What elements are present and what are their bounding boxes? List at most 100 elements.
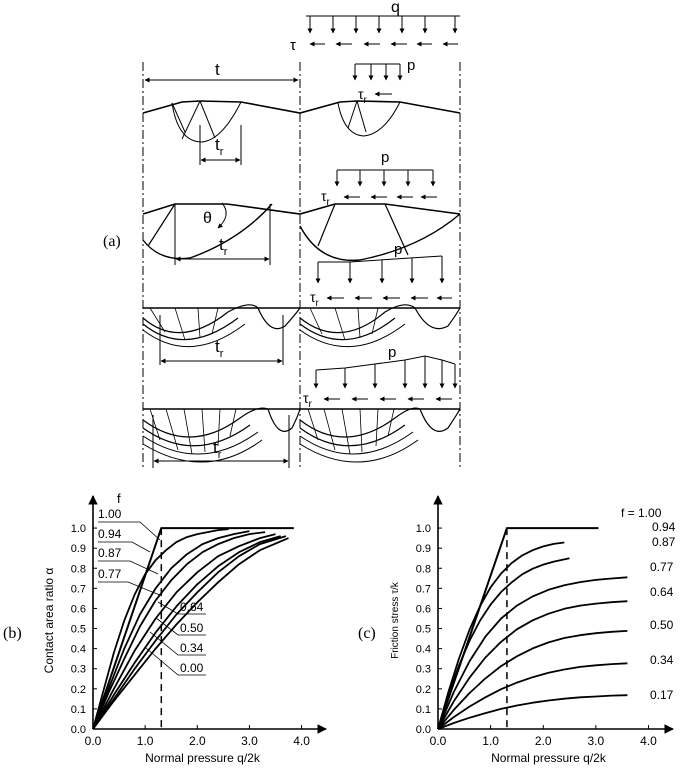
- chart-b-y-tick-label: 0.5: [71, 624, 86, 636]
- tr-label-4: tr: [213, 438, 222, 461]
- chart-c-series-line: [437, 600, 628, 730]
- chart-b-x-tick-label: 2.0: [189, 734, 206, 748]
- tau-r-label-3: τr: [310, 289, 320, 309]
- tau-r-label-4: τr: [303, 390, 313, 410]
- panel-b-label: (b): [3, 625, 22, 642]
- f-label-b-8: 0.00: [180, 661, 204, 675]
- panel-c-label: (c): [358, 625, 376, 642]
- f-label-c-1: f = 1.00: [621, 506, 662, 520]
- chart-c-y-tick-label: 0.1: [416, 704, 431, 716]
- chart-b-y-tick-label: 0.3: [71, 664, 86, 676]
- tr-label-3: tr: [215, 337, 224, 360]
- chart-contact-area: 0.0 0.1 0.2 0.3 0.4 0.5 0.6 0.7 0.8 0.9 1.0 0.0 1.0 2…: [42, 495, 327, 765]
- chart-c-y-tick-label: 0.9: [416, 543, 431, 555]
- load-q-diagram: [306, 15, 460, 47]
- chart-friction-stress: 0.0 0.1 0.2 0.3 0.4 0.5 0.6 0.7 0.8 0.9 1.0 0.0 1.0 2…: [390, 495, 674, 765]
- chart-b-x-axis-label: Normal pressure q/2k: [145, 751, 261, 765]
- f-label-b-2: 0.94: [98, 527, 122, 541]
- panel-a: [142, 15, 461, 470]
- tau-label: τ: [290, 37, 296, 54]
- chart-c-y-tick-label: 1.0: [416, 523, 431, 535]
- f-label-b-4: 0.77: [98, 567, 122, 581]
- panel-a-labels: q τ t p τr tr p τr θ tr (a) p τr tr p τr…: [103, 0, 415, 461]
- chart-b-series-line: [92, 531, 266, 730]
- tr-label-1: tr: [215, 135, 224, 158]
- chart-c-y-tick-label: 0.6: [416, 603, 431, 615]
- chart-b-series-line: [92, 535, 287, 730]
- chart-c-y-tick-label: 0.3: [416, 664, 431, 676]
- chart-c-x-tick-label: 1.0: [482, 734, 499, 748]
- f-label-c-5: 0.64: [650, 585, 674, 599]
- chart-b-series-line: [92, 533, 276, 730]
- chart-c-x-tick-label: 2.0: [535, 734, 552, 748]
- chart-c-y-tick-label: 0.4: [416, 644, 431, 656]
- q-label: q: [391, 0, 400, 16]
- chart-b-series-line: [92, 528, 229, 730]
- chart-c-series-line: [437, 557, 570, 730]
- tau-r-label-1: τr: [358, 86, 368, 106]
- f-header: f: [117, 491, 121, 506]
- chart-b-series-line: [92, 537, 289, 730]
- f-label-b-1: 1.00: [98, 507, 122, 521]
- f-label-c-6: 0.50: [650, 618, 674, 632]
- chart-b-y-tick-label: 0.0: [71, 724, 86, 736]
- chart-b-y-tick-label: 0.9: [71, 543, 86, 555]
- asperity-row-3: [142, 255, 461, 365]
- chart-b-y-tick-label: 0.1: [71, 704, 86, 716]
- f-label-b-5: 0.64: [180, 600, 204, 614]
- tau-r-label-2: τr: [321, 188, 331, 208]
- chart-c-y-tick-label: 0.7: [416, 583, 431, 595]
- chart-b-series-line: [92, 527, 294, 730]
- f-label-c-7: 0.34: [650, 653, 674, 667]
- chart-b-x-tick-label: 4.0: [293, 734, 310, 748]
- f-label-b-3: 0.87: [98, 546, 122, 560]
- t-label: t: [215, 60, 220, 79]
- panel-c-f-labels: f = 1.00 0.94 0.87 0.77 0.64 0.50 0.34 0…: [621, 506, 676, 702]
- panel-b-f-labels: 1.00 0.94 0.87 0.77 0.64 0.50 0.34 0.00: [98, 507, 204, 675]
- chart-b-y-tick-label: 0.8: [71, 563, 86, 575]
- asperity-row-1: [142, 63, 461, 165]
- chart-c-y-axis-label: Friction stress τ/k: [390, 581, 401, 659]
- chart-c-series-line: [437, 662, 628, 730]
- chart-c-x-tick-label: 4.0: [640, 734, 657, 748]
- chart-b-y-tick-label: 1.0: [71, 523, 86, 535]
- asperity-row-4: [142, 355, 461, 468]
- p-label-1: p: [407, 57, 415, 74]
- chart-c-series-line: [437, 694, 628, 730]
- chart-b-y-tick-label: 0.4: [71, 644, 86, 656]
- f-label-b-7: 0.34: [180, 641, 204, 655]
- f-label-c-2: 0.94: [652, 520, 676, 534]
- chart-b-x-tick-label: 3.0: [241, 734, 258, 748]
- p-label-4: p: [388, 344, 396, 361]
- theta-label: θ: [203, 210, 212, 227]
- chart-b-y-axis-label: Contact area ratio α: [42, 568, 56, 674]
- chart-c-x-axis-label: Normal pressure q/2k: [491, 751, 607, 765]
- asperity-row-2: [142, 169, 461, 265]
- chart-b-series-line: [92, 530, 250, 730]
- p-label-2: p: [381, 149, 389, 166]
- tr-label-2: tr: [219, 235, 228, 258]
- f-label-c-8: 0.17: [650, 688, 674, 702]
- chart-c-y-tick-label: 0.8: [416, 563, 431, 575]
- chart-b-series-line: [92, 535, 281, 730]
- chart-c-y-tick-label: 0.0: [416, 724, 431, 736]
- f-label-b-6: 0.50: [180, 621, 204, 635]
- panel-a-label: (a): [103, 233, 121, 250]
- panel-b-leader-lines: [98, 521, 206, 676]
- chart-b-x-tick-label: 1.0: [137, 734, 154, 748]
- chart-b-y-tick-label: 0.2: [71, 684, 86, 696]
- chart-b-y-tick-label: 0.6: [71, 603, 86, 615]
- f-label-c-3: 0.87: [652, 535, 676, 549]
- chart-b-y-tick-label: 0.7: [71, 583, 86, 595]
- chart-c-series-line: [437, 541, 565, 730]
- chart-c-series-line: [437, 576, 628, 730]
- chart-b-x-tick-label: 0.0: [85, 734, 102, 748]
- chart-c-y-tick-label: 0.2: [416, 684, 431, 696]
- chart-c-y-tick-label: 0.5: [416, 624, 431, 636]
- chart-c-x-tick-label: 3.0: [588, 734, 605, 748]
- chart-c-series-line: [437, 630, 628, 730]
- f-label-c-4: 0.77: [650, 560, 674, 574]
- p-label-3: p: [394, 241, 402, 258]
- chart-c-x-tick-label: 0.0: [430, 734, 447, 748]
